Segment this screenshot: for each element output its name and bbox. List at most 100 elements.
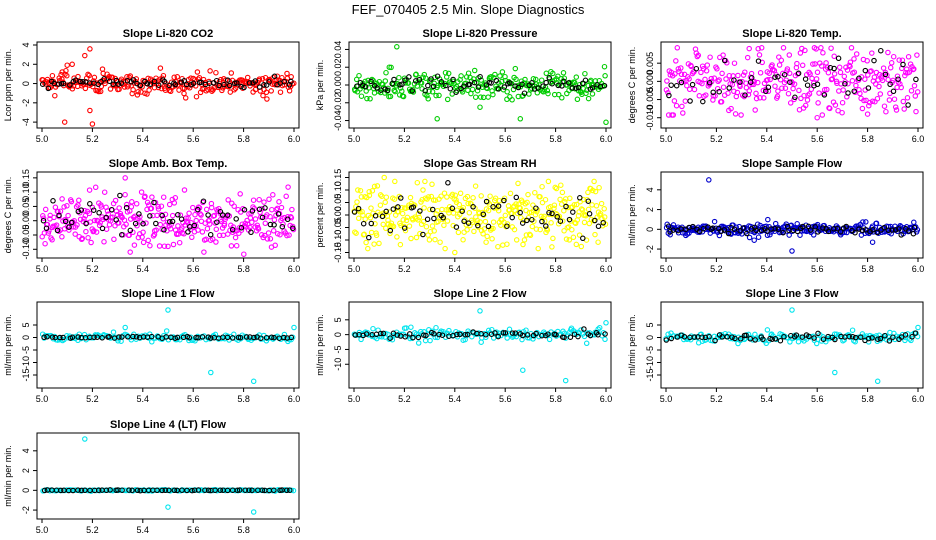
data-point <box>273 206 280 213</box>
data-point <box>146 87 152 93</box>
data-point <box>515 84 522 91</box>
data-point <box>391 196 398 202</box>
data-point <box>110 81 116 88</box>
data-point <box>559 83 565 89</box>
data-point <box>365 245 371 252</box>
data-point <box>497 73 503 79</box>
data-point <box>799 62 806 69</box>
data-point <box>190 204 196 211</box>
data-point <box>88 239 94 246</box>
data-point <box>911 224 918 231</box>
data-point <box>359 82 366 89</box>
data-point <box>155 203 161 210</box>
data-point <box>550 70 556 77</box>
data-point <box>423 75 429 81</box>
data-point <box>587 332 594 339</box>
data-point <box>93 229 100 235</box>
data-point <box>271 334 277 341</box>
data-point <box>369 188 376 194</box>
data-point <box>785 90 792 97</box>
data-point <box>585 198 592 204</box>
data-point <box>853 51 860 57</box>
data-point <box>161 227 167 233</box>
data-point <box>383 69 389 76</box>
data-point <box>852 89 858 96</box>
data-point <box>551 202 558 208</box>
data-point <box>537 194 543 200</box>
data-point <box>560 218 566 224</box>
data-point <box>818 45 824 51</box>
data-point <box>555 91 562 98</box>
x-tick-label: 5.6 <box>811 264 824 274</box>
data-point <box>898 84 904 91</box>
data-point <box>814 69 821 76</box>
data-point <box>582 77 589 84</box>
plot-frame <box>660 171 924 259</box>
data-point <box>368 229 375 236</box>
data-point <box>87 107 93 114</box>
data-point <box>147 81 154 87</box>
data-point <box>107 487 113 493</box>
data-point <box>374 183 381 189</box>
data-point <box>116 334 122 340</box>
y-tick-label: -5 <box>333 345 343 353</box>
data-point <box>472 183 479 189</box>
data-point <box>686 86 693 93</box>
data-point <box>186 85 193 91</box>
data-point <box>802 76 809 82</box>
data-point <box>252 216 259 222</box>
data-point <box>844 67 851 73</box>
data-point <box>895 76 901 82</box>
data-point <box>687 98 693 104</box>
data-point <box>432 236 438 243</box>
data-point <box>812 224 819 230</box>
data-point <box>495 333 501 340</box>
data-point <box>224 212 231 218</box>
data-point <box>370 325 376 332</box>
data-point <box>809 75 815 82</box>
data-point <box>526 231 533 238</box>
data-point <box>424 93 430 99</box>
y-axis-label: ml/min per min. <box>3 314 13 376</box>
data-point <box>81 216 87 222</box>
data-point <box>731 77 737 83</box>
data-point <box>449 191 456 198</box>
data-point <box>755 58 762 64</box>
data-point <box>493 77 500 84</box>
data-point <box>566 237 573 243</box>
y-tick-label: -2 <box>645 245 655 253</box>
data-series <box>39 73 294 92</box>
data-point <box>97 88 104 95</box>
data-point <box>513 201 519 207</box>
data-point <box>246 487 252 493</box>
data-point <box>518 214 524 221</box>
data-point <box>130 87 136 93</box>
panel-title: Slope Line 2 Flow <box>434 288 527 300</box>
data-point <box>372 221 378 227</box>
data-point <box>127 73 134 79</box>
data-point <box>478 193 484 199</box>
data-point <box>77 78 84 85</box>
data-point <box>663 337 670 343</box>
x-tick-label: 5.6 <box>811 134 824 144</box>
data-point <box>40 215 47 221</box>
data-point <box>465 200 471 207</box>
data-point <box>790 85 796 92</box>
data-point <box>887 81 893 88</box>
data-point <box>389 81 395 87</box>
data-point <box>827 105 833 112</box>
data-point <box>888 60 895 66</box>
data-point <box>570 234 577 241</box>
x-tick-label: 5.0 <box>348 394 361 404</box>
data-point <box>866 99 873 106</box>
data-point <box>391 87 397 94</box>
data-point <box>590 187 596 194</box>
data-point <box>205 334 212 340</box>
x-tick-label: 5.6 <box>499 264 512 274</box>
data-point <box>574 96 581 103</box>
data-point <box>165 243 171 250</box>
data-point <box>573 241 580 248</box>
data-point <box>179 487 185 493</box>
y-tick-label: -0.02 <box>333 93 343 114</box>
data-point <box>44 334 50 340</box>
